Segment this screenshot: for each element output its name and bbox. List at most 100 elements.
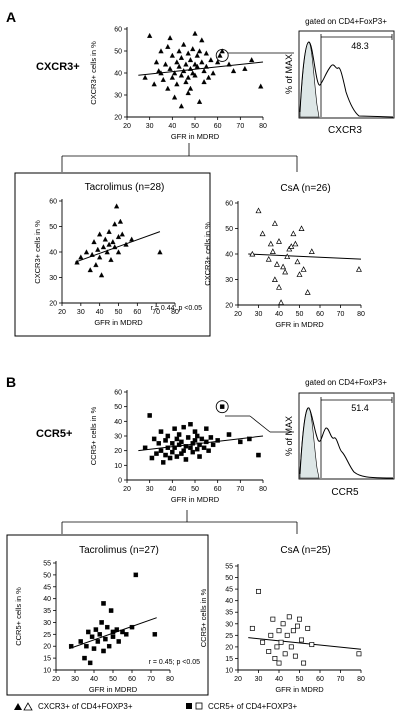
data-point (165, 43, 171, 49)
data-point (192, 72, 198, 78)
data-point (176, 48, 182, 54)
data-point (258, 83, 264, 89)
y-axis-label: CCR5+ cells in % (199, 588, 208, 647)
data-point (176, 432, 182, 437)
data-point (238, 439, 243, 445)
data-point (219, 48, 225, 54)
y-tick-label: 55 (225, 564, 233, 571)
data-point (185, 90, 191, 96)
data-point (203, 63, 209, 69)
callout-line-b2 (249, 415, 271, 433)
data-point (110, 239, 116, 245)
data-point (290, 230, 297, 237)
data-point (172, 445, 177, 450)
data-point (78, 254, 84, 260)
data-point (170, 441, 175, 446)
data-point (149, 455, 155, 461)
data-point (256, 588, 261, 594)
histogram-cxcr3: gated on CD4+FoxP3+ 48.3 % of MAX CXCR3 (284, 17, 395, 136)
data-point (190, 449, 195, 455)
data-point (183, 79, 189, 85)
x-tick-label: 30 (71, 676, 79, 683)
x-tick-label: 30 (255, 676, 263, 683)
data-point (208, 435, 214, 440)
row-label-cxcr3: CXCR3+ (36, 61, 80, 73)
histogram-ccr5: gated on CD4+FoxP3+ 51.4 % of MAX CCR5 (284, 378, 395, 498)
data-point (174, 59, 180, 65)
data-point (282, 651, 288, 657)
y-tick-label: 50 (114, 49, 122, 56)
y-tick-label: 45 (225, 587, 233, 594)
data-point (97, 254, 103, 260)
data-point (247, 436, 252, 442)
data-point (272, 655, 278, 661)
data-point (192, 30, 198, 36)
x-tick-label: 60 (214, 486, 222, 493)
data-point (104, 249, 110, 255)
regression-line (248, 637, 362, 650)
y-tick-label: 55 (43, 561, 51, 568)
data-point (280, 621, 286, 627)
histogram-a-isotype (299, 41, 320, 118)
x-tick-label: 80 (357, 676, 365, 683)
data-point (112, 221, 118, 227)
y-axis-label: CCR5+ cells in % (14, 587, 23, 646)
data-point (103, 636, 108, 642)
y-tick-label: 40 (43, 596, 51, 603)
panel-letter-b: B (6, 374, 16, 390)
data-point (181, 424, 186, 430)
data-point (190, 441, 195, 446)
data-point (197, 454, 202, 459)
data-point (154, 451, 159, 456)
y-tick-label: 50 (225, 226, 233, 233)
data-point (89, 251, 95, 257)
y-tick-label: 30 (114, 93, 122, 100)
data-point (78, 639, 83, 644)
y-tick-label: 40 (49, 250, 57, 257)
data-point (297, 616, 302, 622)
legend: CXCR3+ of CD4+FOXP3+ CCR5+ of CD4+FOXP3+ (14, 702, 297, 711)
data-point (292, 653, 298, 659)
legend-open-square-icon (195, 702, 203, 710)
x-axis-label: GFR in MDRD (89, 685, 138, 694)
data-point (181, 68, 187, 74)
data-point (163, 452, 168, 458)
data-point (171, 94, 178, 100)
data-point (108, 256, 114, 262)
data-point (151, 81, 157, 87)
chart-title: CsA (n=25) (280, 545, 330, 556)
y-tick-label: 10 (43, 668, 51, 675)
data-point (123, 241, 129, 247)
data-point (296, 271, 303, 277)
data-point (270, 616, 276, 622)
y-tick-label: 30 (225, 621, 233, 628)
data-point (147, 413, 152, 418)
y-tick-label: 50 (225, 575, 233, 582)
regression-line (75, 231, 161, 263)
data-point (170, 449, 175, 455)
stat-annotation: r = 0.45; p <0.05 (149, 659, 200, 666)
y-tick-label: 35 (43, 608, 51, 615)
legend-item-2: CCR5+ of CD4+FOXP3+ (208, 702, 297, 711)
data-point (165, 85, 171, 91)
y-tick-label: 50 (114, 404, 122, 411)
data-point (276, 238, 282, 244)
data-point (276, 660, 282, 666)
x-tick-label: 60 (133, 309, 141, 316)
data-point (142, 445, 148, 450)
data-point (167, 455, 173, 461)
y-tick-label: 25 (225, 633, 233, 640)
data-point (356, 651, 362, 657)
data-point (295, 623, 300, 629)
data-point (204, 426, 209, 431)
data-point (68, 643, 74, 649)
x-tick-label: 20 (123, 123, 131, 130)
y-tick-label: 30 (225, 277, 233, 284)
x-tick-label: 80 (171, 309, 179, 316)
data-point (156, 68, 162, 74)
data-point (249, 625, 255, 631)
x-axis-label: GFR in MDRD (94, 318, 143, 327)
data-point (208, 57, 214, 63)
y-tick-label: 20 (43, 644, 51, 651)
tacrolimus-box-b (6, 534, 209, 696)
